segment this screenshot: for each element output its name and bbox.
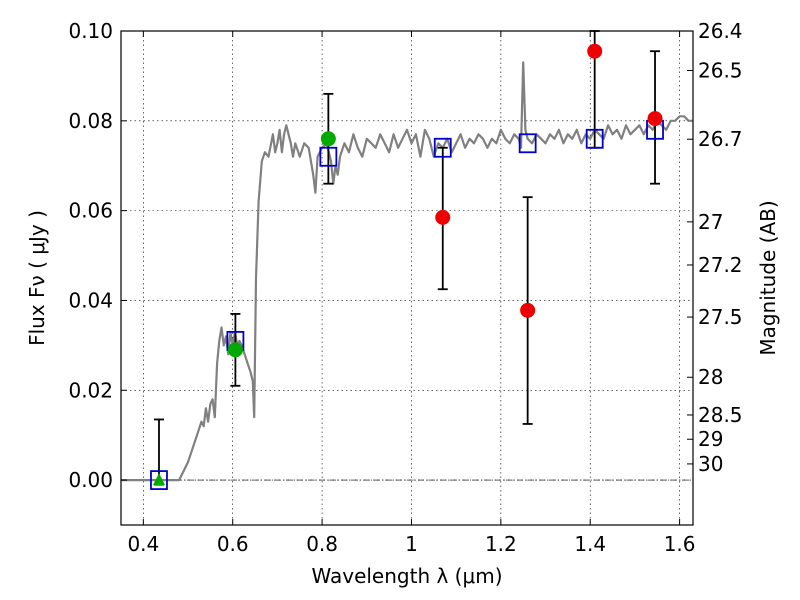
axes: 0.4 0.6 0.8 1 1.2 1.4 1.6 0.00 0.02 0.04 0.06 0.08 0… xyxy=(68,19,742,556)
model-photometry-square xyxy=(150,470,168,490)
y-tick-label: 0.06 xyxy=(68,199,113,223)
mag-tick-label: 26.7 xyxy=(698,127,743,151)
detection-point xyxy=(320,131,336,147)
measurement-point xyxy=(520,302,536,318)
x-tick-label: 0.4 xyxy=(127,532,159,556)
axes-frame xyxy=(120,30,694,526)
mag-tick-label: 26.5 xyxy=(698,59,743,83)
y-tick-label: 0.10 xyxy=(68,19,113,43)
mag-tick-label: 29 xyxy=(698,427,723,451)
model-photometry-square xyxy=(433,137,452,158)
measurement-point xyxy=(435,209,451,225)
measurement-point xyxy=(587,43,603,59)
mag-tick-label: 30 xyxy=(698,452,723,476)
x-tick-label: 0.8 xyxy=(306,532,338,556)
mag-tick-label: 27.5 xyxy=(698,305,743,329)
mag-tick-label: 26.4 xyxy=(698,19,743,43)
model-sed-line xyxy=(121,61,693,482)
x-axis-label: Wavelength λ (μm) xyxy=(311,564,502,588)
y-tick-label: 0.00 xyxy=(68,468,113,492)
mag-tick-label: 27.2 xyxy=(698,253,743,277)
mag-tick-label: 28.5 xyxy=(698,403,743,427)
y-tick-label: 0.04 xyxy=(68,288,113,312)
x-tick-label: 0.6 xyxy=(217,532,249,556)
x-tick-label: 1.4 xyxy=(574,532,606,556)
measurement-point xyxy=(647,111,663,127)
x-tick-label: 1 xyxy=(405,532,418,556)
detection-point xyxy=(227,342,243,358)
model-photometry-square xyxy=(518,133,537,154)
upper-limit-triangle xyxy=(152,473,165,486)
y-tick-label: 0.02 xyxy=(68,378,113,402)
x-tick-label: 1.2 xyxy=(485,532,517,556)
x-tick-label: 1.6 xyxy=(664,532,696,556)
model-photometry-square xyxy=(585,128,604,149)
mag-tick-label: 28 xyxy=(698,365,723,389)
y-axis-label: Flux Fν ( μJy ) xyxy=(25,210,49,346)
y-tick-label: 0.08 xyxy=(68,109,113,133)
y-axis-right-label: Magnitude (AB) xyxy=(756,200,780,355)
model-photometry-square xyxy=(319,146,338,167)
mag-tick-label: 27 xyxy=(698,210,723,234)
grid xyxy=(121,30,693,525)
plot-area xyxy=(121,30,693,490)
